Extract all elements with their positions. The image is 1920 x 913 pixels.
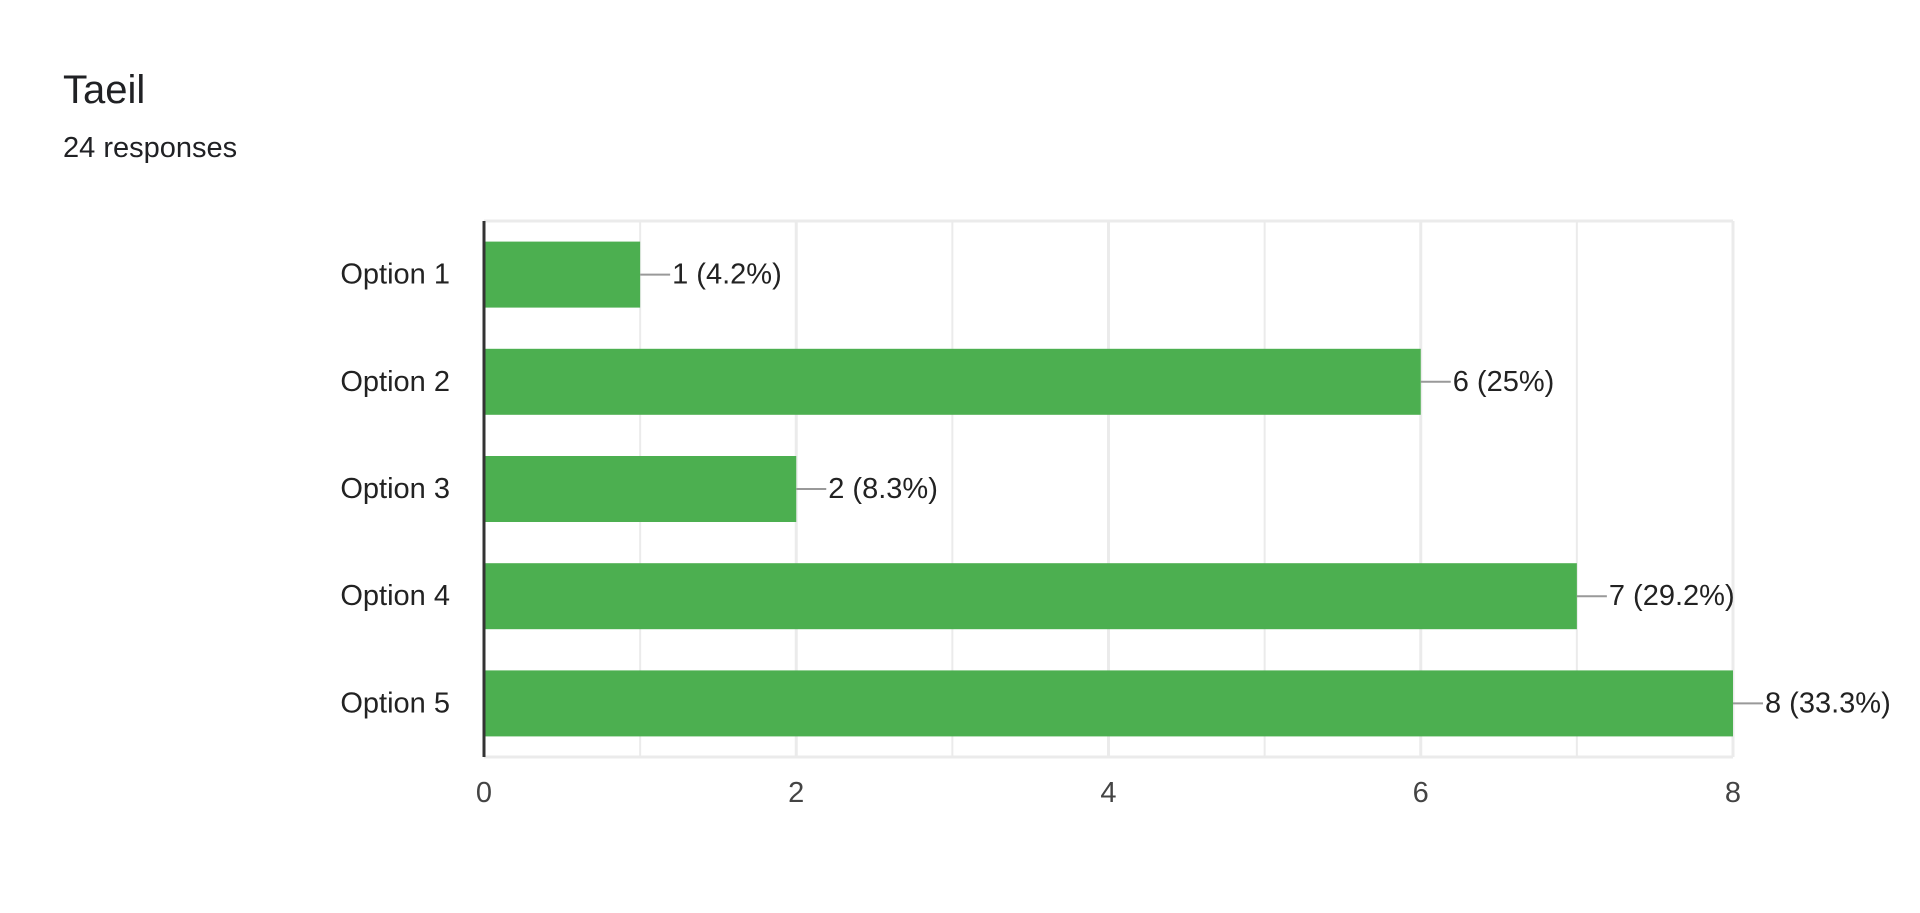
axis-layer: 0 2 4 6 8	[476, 221, 1741, 809]
data-label: 1 (4.2%)	[672, 259, 782, 291]
category-label: Option 2	[340, 366, 450, 398]
bar-layer	[484, 241, 1733, 737]
bar	[484, 456, 797, 522]
data-label: 8 (33.3%)	[1765, 687, 1891, 719]
grid-layer	[484, 219, 1735, 759]
category-label: Option 3	[340, 473, 450, 505]
data-label: 7 (29.2%)	[1609, 580, 1735, 612]
label-layer: Option 1 1 (4.2%) Option 2 6 (25%) Option 3 2…	[340, 259, 1890, 720]
bar	[484, 348, 1421, 415]
bar	[484, 670, 1733, 737]
response-count: 24 responses	[63, 132, 238, 164]
category-label: Option 5	[340, 687, 450, 719]
bar	[484, 241, 641, 308]
category-label: Option 4	[340, 580, 450, 612]
x-tick-label: 6	[1413, 777, 1429, 809]
x-tick-label: 8	[1725, 777, 1741, 809]
bar	[484, 563, 1577, 630]
category-label: Option 1	[340, 259, 450, 291]
question-title: Taeil	[63, 68, 146, 112]
data-label: 2 (8.3%)	[828, 473, 938, 505]
x-tick-label: 2	[788, 777, 804, 809]
data-label: 6 (25%)	[1453, 366, 1555, 398]
x-tick-label: 0	[476, 777, 492, 809]
x-tick-label: 4	[1100, 777, 1116, 809]
